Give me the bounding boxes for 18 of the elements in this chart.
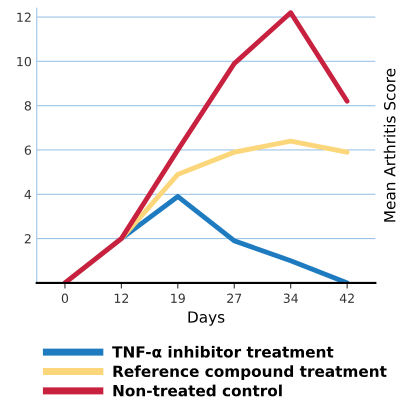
x-tick-label: 0 [62,294,68,303]
legend-label: Non-treated control [113,384,282,396]
x-tick-label: 42 [340,294,354,303]
line-series [62,10,350,283]
y-tick-label: 8 [24,101,32,111]
y-tick-label: 12 [17,12,31,22]
y-tick-label: 6 [24,145,32,155]
y-axis-title: Mean Arthritis Score [384,68,396,222]
x-axis-title: Days [188,311,224,326]
y-tick-label: 4 [24,190,32,200]
y-tick-label: 10 [17,56,32,66]
legend-label: TNF-α inhibitor treatment [112,346,334,358]
legend-label: Reference compound treatment [113,365,387,380]
x-tick-label: 12 [114,294,128,303]
x-tick-label: 34 [284,294,298,303]
x-tick-label: 19 [171,294,185,303]
x-tick-label: 27 [227,294,242,303]
y-tick-label: 2 [24,234,31,244]
